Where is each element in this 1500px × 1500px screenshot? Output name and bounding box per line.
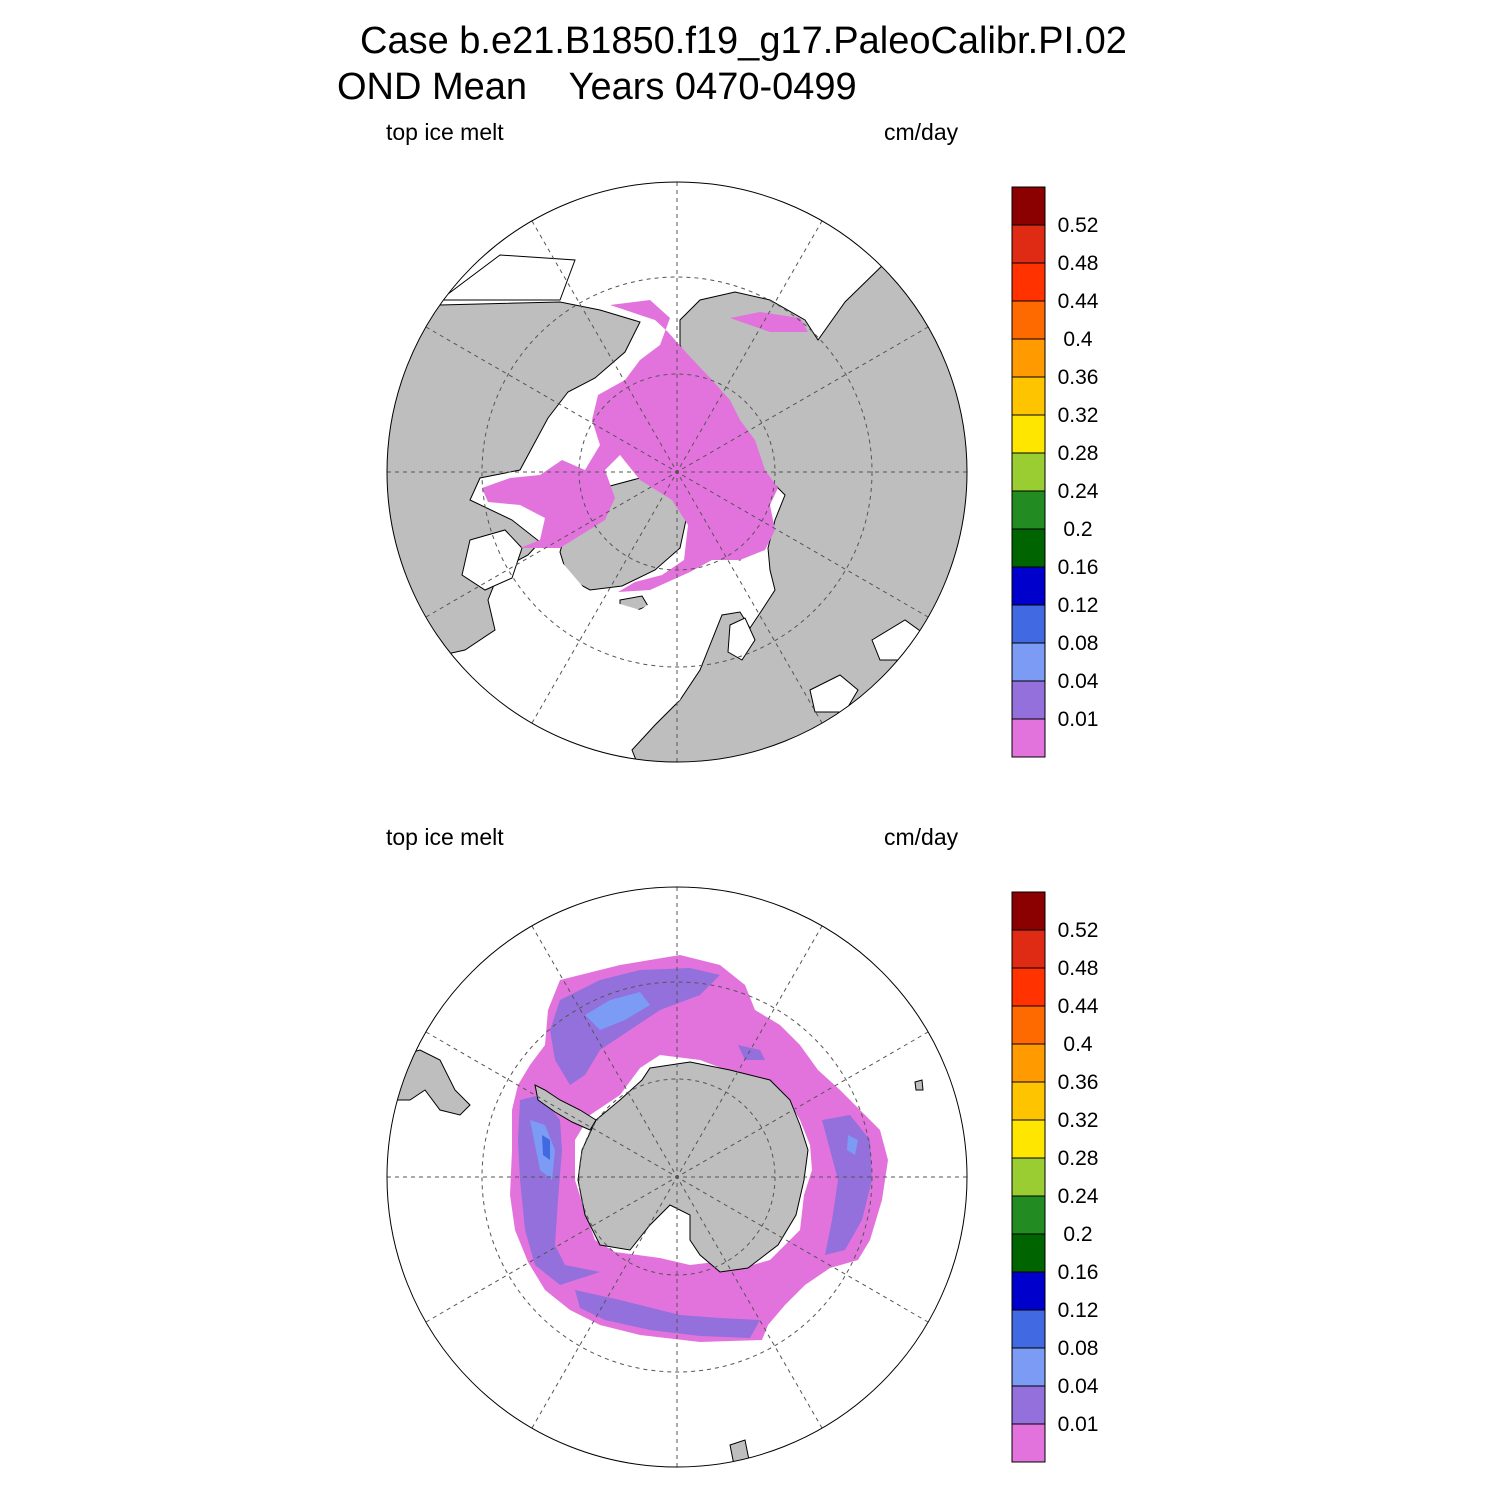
north-colorbar-tick-label: 0.01: [1058, 708, 1099, 731]
hudson-bay: [461, 529, 523, 591]
north-colorbar: 0.01 0.04 0.08 0.12 0.16 0.2 0.24 0.28 0.32 0.36 0…: [1011, 186, 1099, 758]
sub-antarctic-island: [914, 1079, 924, 1091]
gulf-of-alaska: [438, 254, 576, 301]
south-ice-melt-mid-east: [822, 1115, 872, 1255]
south-ice-melt-max-west: [542, 1135, 550, 1160]
south-colorbar-swatch: [1011, 1233, 1046, 1273]
chukchi-ice-patch: [730, 312, 808, 332]
south-colorbar-swatch: [1011, 1005, 1046, 1045]
north-land-layer: [387, 254, 967, 762]
antarctic-peninsula: [534, 1084, 597, 1131]
north-colorbar-swatch: [1011, 490, 1046, 530]
north-colorbar-swatch: [1011, 718, 1046, 758]
south-colorbar-swatch: [1011, 929, 1046, 969]
north-panel-left-label: top ice melt: [386, 119, 504, 145]
south-polar-map: [386, 886, 968, 1468]
north-panel-units-label: cm/day: [884, 119, 959, 145]
north-colorbar-swatch: [1011, 642, 1046, 682]
north-colorbar-tick-label: 0.24: [1058, 480, 1099, 503]
south-ice-melt-high-west: [530, 1120, 555, 1180]
south-colorbar-tick-label: 0.28: [1058, 1147, 1099, 1170]
north-colorbar-tick-label: 0.2: [1063, 518, 1092, 541]
north-colorbar-swatch: [1011, 680, 1046, 720]
north-colorbar-swatch: [1011, 414, 1046, 454]
south-panel-units-label: cm/day: [884, 824, 959, 850]
south-colorbar-tick-label: 0.04: [1058, 1375, 1099, 1398]
south-colorbar-swatch: [1011, 1423, 1046, 1463]
south-ice-melt-high-east: [847, 1135, 858, 1155]
north-colorbar-swatch: [1011, 452, 1046, 492]
north-colorbar-tick-label: 0.16: [1058, 556, 1099, 579]
north-graticule: [387, 182, 967, 762]
north-colorbar-swatch: [1011, 224, 1046, 264]
north-colorbar-tick-label: 0.08: [1058, 632, 1099, 655]
south-colorbar-swatch: [1011, 1271, 1046, 1311]
figure-title-period: OND Mean Years 0470-0499: [337, 66, 857, 108]
south-colorbar-swatch: [1011, 891, 1046, 931]
south-colorbar-tick-label: 0.24: [1058, 1185, 1099, 1208]
south-colorbar-tick-label: 0.08: [1058, 1337, 1099, 1360]
north-colorbar-tick-label: 0.36: [1058, 366, 1099, 389]
south-colorbar-swatch: [1011, 1119, 1046, 1159]
north-colorbar-swatch: [1011, 566, 1046, 606]
japan-sea-region: [809, 674, 859, 713]
north-colorbar-swatch: [1011, 300, 1046, 340]
south-colorbar-tick-label: 0.01: [1058, 1413, 1099, 1436]
south-colorbar-tick-label: 0.44: [1058, 995, 1099, 1018]
south-colorbar-swatch: [1011, 1157, 1046, 1197]
north-colorbar-swatch: [1011, 376, 1046, 416]
south-colorbar-tick-label: 0.12: [1058, 1299, 1099, 1322]
north-colorbar-swatch: [1011, 604, 1046, 644]
south-map-border: [386, 886, 968, 1468]
south-colorbar-swatch: [1011, 1347, 1046, 1387]
south-colorbar-tick-label: 0.48: [1058, 957, 1099, 980]
south-colorbar-swatch: [1011, 1385, 1046, 1425]
north-america-landmass: [387, 299, 641, 661]
south-ice-melt-mid-weddell: [550, 968, 720, 1085]
south-ice-melt-high-weddell: [585, 992, 650, 1030]
north-map-border: [386, 181, 968, 763]
south-colorbar-swatch: [1011, 1081, 1046, 1121]
north-colorbar-swatch: [1011, 262, 1046, 302]
north-colorbar-tick-label: 0.28: [1058, 442, 1099, 465]
north-atlantic-ocean: [500, 560, 730, 720]
north-colorbar-tick-label: 0.44: [1058, 290, 1099, 313]
south-colorbar-swatch: [1011, 967, 1046, 1007]
north-colorbar-tick-label: 0.12: [1058, 594, 1099, 617]
south-ice-melt-mid-south: [575, 1290, 760, 1338]
south-ice-melt-mid-east-patch: [738, 1045, 765, 1060]
south-graticule: [387, 887, 967, 1467]
south-colorbar-tick-label: 0.32: [1058, 1109, 1099, 1132]
north-polar-map: [386, 181, 968, 763]
baltic-sea: [727, 617, 756, 661]
north-colorbar-swatch: [1011, 186, 1046, 226]
south-colorbar-tick-label: 0.4: [1063, 1033, 1093, 1056]
south-colorbar: 0.01 0.04 0.08 0.12 0.16 0.2 0.24 0.28 0.32 0.36 0…: [1011, 891, 1099, 1463]
north-colorbar-tick-label: 0.52: [1058, 214, 1099, 237]
south-colorbar-tick-label: 0.2: [1063, 1223, 1092, 1246]
north-colorbar-swatch: [1011, 528, 1046, 568]
north-colorbar-tick-label: 0.32: [1058, 404, 1099, 427]
north-colorbar-tick-label: 0.04: [1058, 670, 1099, 693]
south-colorbar-tick-label: 0.16: [1058, 1261, 1099, 1284]
south-colorbar-tick-label: 0.52: [1058, 919, 1099, 942]
north-colorbar-swatch: [1011, 338, 1046, 378]
south-colorbar-swatch: [1011, 1309, 1046, 1349]
south-colorbar-swatch: [1011, 1195, 1046, 1235]
south-colorbar-tick-label: 0.36: [1058, 1071, 1099, 1094]
south-colorbar-swatch: [1011, 1043, 1046, 1083]
north-colorbar-tick-label: 0.4: [1063, 328, 1093, 351]
south-panel-left-label: top ice melt: [386, 824, 504, 850]
north-colorbar-tick-label: 0.48: [1058, 252, 1099, 275]
figure-title-case: Case b.e21.B1850.f19_g17.PaleoCalibr.PI.…: [360, 20, 1127, 62]
